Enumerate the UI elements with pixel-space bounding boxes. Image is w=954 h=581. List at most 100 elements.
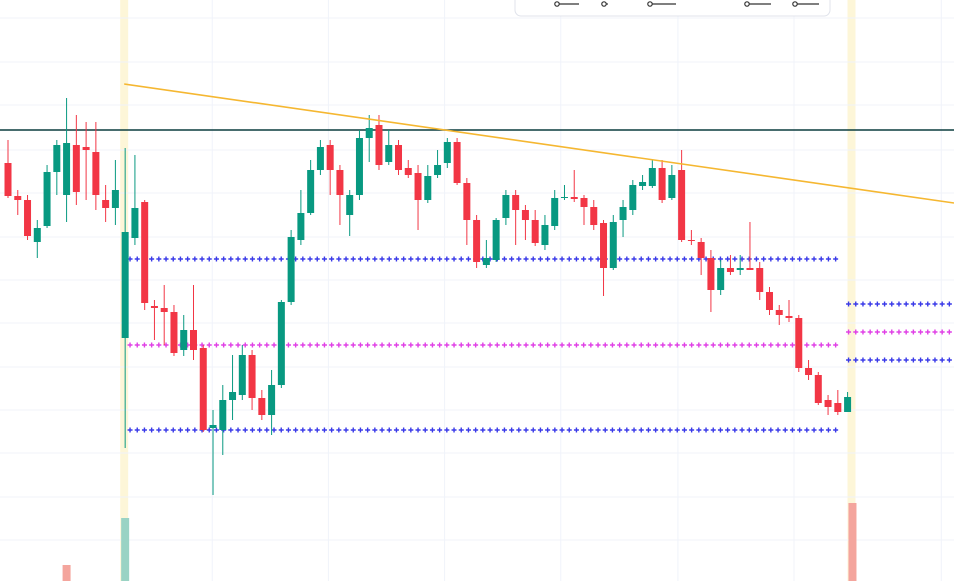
level-cross xyxy=(343,427,349,433)
level-cross xyxy=(235,256,241,262)
candle-body xyxy=(443,142,451,163)
candle-body xyxy=(560,197,568,198)
level-cross xyxy=(314,342,320,348)
level-cross xyxy=(444,256,450,262)
level-cross xyxy=(689,427,695,433)
level-cross xyxy=(588,427,594,433)
level-cross xyxy=(789,342,795,348)
level-cross xyxy=(422,256,428,262)
level-cross xyxy=(177,256,183,262)
level-cross xyxy=(523,256,529,262)
level-cross xyxy=(530,427,536,433)
level-cross xyxy=(386,256,392,262)
level-cross xyxy=(156,342,162,348)
level-cross xyxy=(242,256,248,262)
level-cross xyxy=(401,342,407,348)
candle-body xyxy=(336,170,344,195)
level-cross xyxy=(889,329,895,335)
level-cross xyxy=(127,342,133,348)
level-cross xyxy=(660,342,666,348)
candle-body xyxy=(648,168,656,186)
level-cross xyxy=(185,427,191,433)
level-cross xyxy=(357,256,363,262)
level-cross xyxy=(775,342,781,348)
highlight-band xyxy=(847,0,856,581)
candle-body xyxy=(150,306,158,308)
level-cross xyxy=(458,342,464,348)
level-cross xyxy=(537,342,543,348)
level-cross xyxy=(867,301,873,307)
candle-body xyxy=(316,147,324,170)
level-cross xyxy=(336,427,342,433)
level-cross xyxy=(321,342,327,348)
candle-body xyxy=(189,330,197,350)
level-cross xyxy=(753,427,759,433)
level-cross xyxy=(293,427,299,433)
candle-body xyxy=(4,163,12,196)
level-cross xyxy=(860,301,866,307)
level-cross xyxy=(357,427,363,433)
level-cross xyxy=(638,342,644,348)
level-cross xyxy=(645,427,651,433)
candle-body xyxy=(765,292,773,310)
candle-body xyxy=(434,165,442,175)
level-cross xyxy=(775,256,781,262)
level-cross xyxy=(581,342,587,348)
level-cross xyxy=(797,427,803,433)
level-cross xyxy=(602,427,608,433)
level-cross xyxy=(127,427,133,433)
candle-body xyxy=(72,145,80,192)
level-cross xyxy=(573,427,579,433)
level-cross xyxy=(444,427,450,433)
level-cross xyxy=(300,256,306,262)
candle-body xyxy=(785,316,793,318)
level-cross xyxy=(717,342,723,348)
level-cross xyxy=(617,256,623,262)
level-cross xyxy=(300,427,306,433)
level-cross xyxy=(602,342,608,348)
level-line xyxy=(127,342,839,348)
level-cross xyxy=(465,342,471,348)
level-cross xyxy=(465,427,471,433)
level-cross xyxy=(833,256,839,262)
level-cross xyxy=(797,256,803,262)
level-cross xyxy=(206,427,212,433)
candle-body xyxy=(53,145,61,172)
level-cross xyxy=(853,357,859,363)
level-cross xyxy=(566,342,572,348)
candle-body xyxy=(131,208,139,238)
level-cross xyxy=(163,427,169,433)
level-cross xyxy=(314,427,320,433)
level-cross xyxy=(149,342,155,348)
candle-body xyxy=(404,168,412,175)
level-cross xyxy=(343,342,349,348)
level-cross xyxy=(689,342,695,348)
candle-body xyxy=(365,128,373,138)
level-cross xyxy=(818,342,824,348)
candle-body xyxy=(14,196,22,200)
level-cross xyxy=(487,427,493,433)
candle-body xyxy=(590,207,598,225)
level-cross xyxy=(653,342,659,348)
candle-body xyxy=(346,195,354,215)
level-cross xyxy=(451,342,457,348)
level-cross xyxy=(307,256,313,262)
level-cross xyxy=(545,256,551,262)
candle-body xyxy=(219,400,227,430)
candle-body xyxy=(482,258,490,265)
level-cross xyxy=(667,256,673,262)
level-cross xyxy=(458,427,464,433)
level-cross xyxy=(903,357,909,363)
level-cross xyxy=(451,256,457,262)
level-cross xyxy=(552,427,558,433)
level-cross xyxy=(249,427,255,433)
candle-body xyxy=(668,175,676,198)
level-cross xyxy=(501,427,507,433)
level-cross xyxy=(860,357,866,363)
level-cross xyxy=(343,256,349,262)
candle-body xyxy=(521,210,529,220)
level-cross xyxy=(206,342,212,348)
level-cross xyxy=(516,342,522,348)
level-cross xyxy=(732,256,738,262)
level-cross xyxy=(386,342,392,348)
